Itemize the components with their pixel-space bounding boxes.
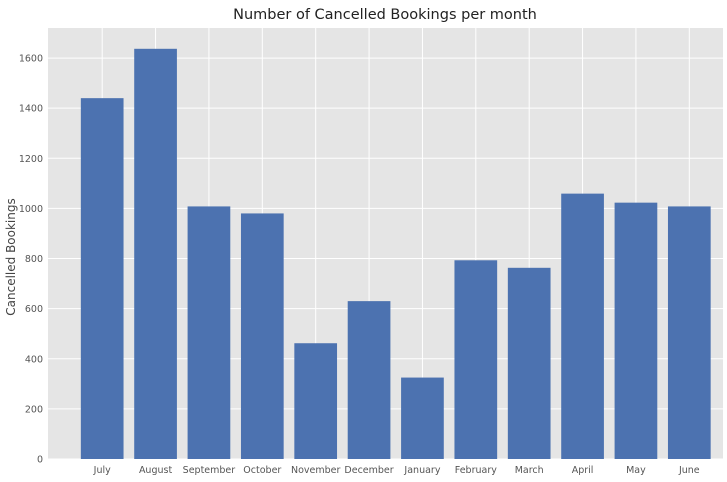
y-axis-ticks: 0 200 400 600 800 1000 1200 1400 1600 <box>19 54 43 466</box>
bar-march <box>507 267 551 459</box>
chart-title: Number of Cancelled Bookings per month <box>233 7 537 23</box>
bar-april <box>561 193 604 459</box>
bar-october <box>240 213 284 459</box>
x-tick-label: June <box>678 465 700 476</box>
bars <box>80 48 711 460</box>
x-tick-label: May <box>626 465 646 476</box>
bar-january <box>401 377 444 459</box>
y-tick-label: 0 <box>37 455 43 466</box>
bar-august <box>134 48 177 460</box>
x-tick-label: December <box>344 465 393 476</box>
x-tick-label: July <box>93 465 111 476</box>
bar-february <box>454 260 498 459</box>
y-tick-label: 600 <box>25 304 43 315</box>
y-tick-label: 1000 <box>19 204 43 215</box>
bar-june <box>667 206 711 459</box>
y-tick-label: 200 <box>25 404 43 415</box>
y-tick-label: 1600 <box>19 54 43 65</box>
y-tick-label: 800 <box>25 254 43 265</box>
x-tick-label: January <box>403 465 440 476</box>
bar-december <box>347 301 391 459</box>
x-tick-label: April <box>572 465 594 476</box>
x-axis-ticks: July August September October November Decemb… <box>93 465 700 476</box>
bar-july <box>80 98 124 460</box>
x-tick-label: March <box>515 465 544 476</box>
y-tick-label: 1400 <box>19 104 43 115</box>
y-tick-label: 1200 <box>19 154 43 165</box>
x-tick-label: November <box>291 465 341 476</box>
y-axis-label: Cancelled Bookings <box>4 198 18 315</box>
x-tick-label: August <box>139 465 173 476</box>
bar-may <box>614 202 658 460</box>
bar-november <box>294 343 338 459</box>
bar-september <box>187 206 231 459</box>
x-tick-label: October <box>243 465 281 476</box>
x-tick-label: February <box>455 465 497 476</box>
y-tick-label: 400 <box>25 354 43 365</box>
x-tick-label: September <box>183 465 236 476</box>
